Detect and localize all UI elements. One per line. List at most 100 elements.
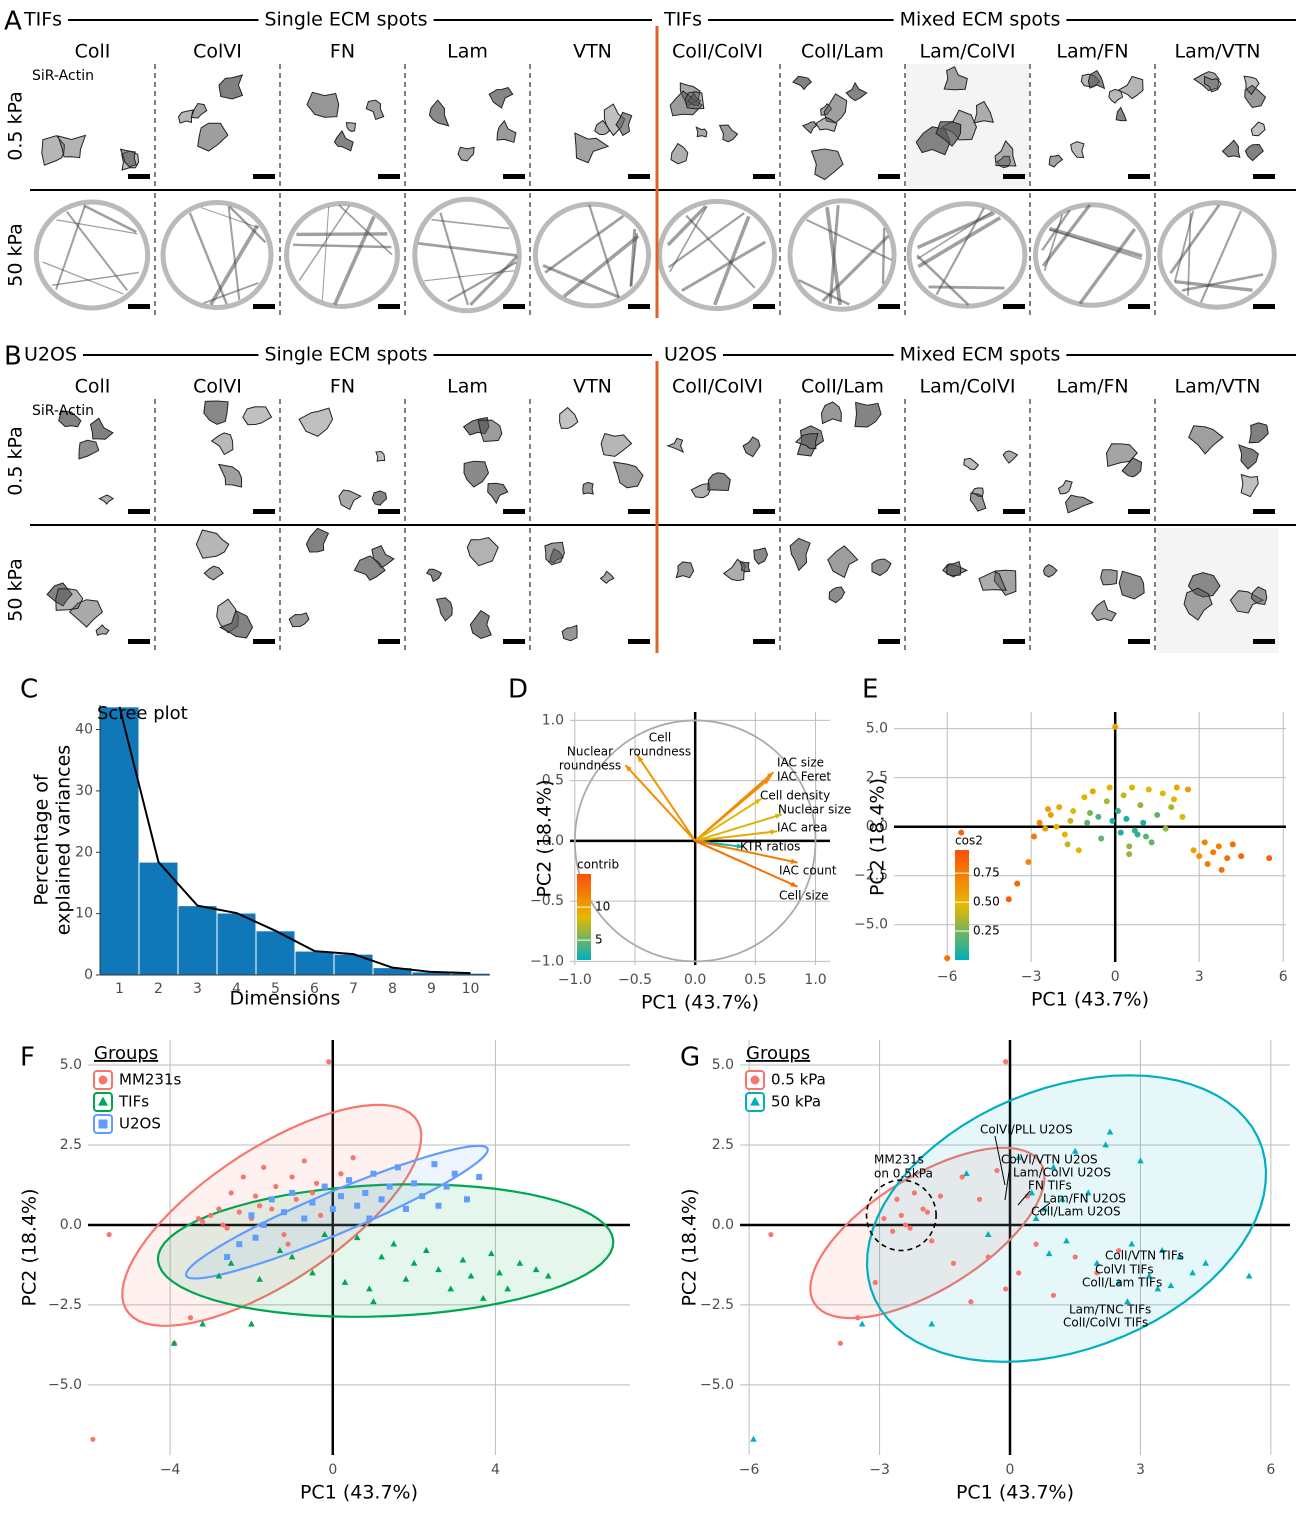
cell	[599, 570, 615, 584]
cell	[1057, 479, 1073, 495]
micrograph	[656, 64, 779, 188]
variable-label: Nuclear	[567, 745, 613, 759]
cell-ring	[657, 198, 777, 312]
y-tick-label: −2.5	[854, 868, 888, 884]
point	[1032, 1214, 1040, 1221]
cell-ring	[1033, 202, 1151, 308]
scale-bar	[753, 509, 775, 514]
fiber	[296, 232, 388, 237]
bar	[177, 905, 218, 976]
variable-label: Cell	[649, 731, 671, 745]
point	[488, 1250, 495, 1257]
point	[1061, 831, 1068, 838]
point	[394, 1164, 401, 1171]
y-tick-label: 20	[75, 844, 93, 860]
scale-bar	[378, 639, 400, 644]
section-group: U2OS	[664, 344, 717, 366]
cell	[1090, 599, 1117, 622]
plot-background	[740, 1040, 1290, 1455]
point	[1028, 1189, 1036, 1196]
row-label: 0.5 kPa	[5, 426, 27, 496]
panel-letter: D	[508, 675, 528, 705]
y-tick-label: −5.0	[854, 917, 888, 933]
scale-bar	[753, 304, 775, 309]
cell	[119, 148, 137, 168]
column-title: ColI/Lam	[801, 41, 884, 63]
point	[858, 1320, 866, 1327]
column-title: ColVI	[193, 41, 242, 63]
point	[289, 1174, 295, 1180]
point	[504, 1285, 511, 1292]
cell	[190, 102, 208, 119]
annotation: ColVI TIFs	[1095, 1263, 1154, 1277]
loading-arrow	[694, 797, 762, 842]
y-tick-label: 5.0	[60, 1057, 82, 1073]
colorbar-label: 0.25	[973, 924, 1000, 938]
annotation: ColVI/VTN U2OS	[1001, 1153, 1098, 1167]
highlight-label: MM231s	[874, 1153, 924, 1167]
point	[317, 1212, 324, 1218]
point	[301, 1215, 308, 1222]
y-axis-title: Percentage of	[31, 773, 53, 906]
scale-bar	[253, 174, 275, 179]
cell	[943, 66, 968, 91]
x-tick-label: −3	[1021, 969, 1042, 985]
y-tick-label: 1.0	[542, 712, 564, 728]
cell	[574, 132, 610, 164]
point	[200, 1219, 206, 1225]
point	[911, 1190, 917, 1196]
cell-ring	[906, 201, 1028, 309]
point	[220, 1222, 226, 1228]
micrograph	[156, 528, 279, 653]
micrograph	[1031, 64, 1154, 188]
point	[476, 1173, 483, 1180]
y-tick-label: 0.5	[542, 773, 564, 789]
point	[1215, 843, 1222, 850]
cell	[969, 492, 987, 512]
y-tick-label: −5.0	[48, 1377, 82, 1393]
arrow-head	[754, 798, 762, 805]
point	[170, 1339, 178, 1346]
x-tick-label: 0	[1111, 969, 1120, 985]
scale-bar	[1128, 304, 1150, 309]
fiber	[821, 234, 890, 303]
micrograph-background	[156, 528, 279, 653]
fiber	[469, 255, 519, 306]
point	[532, 1266, 540, 1273]
point	[276, 1246, 284, 1253]
cell	[544, 541, 565, 566]
fiber	[52, 271, 139, 286]
legend-title: Groups	[746, 1043, 810, 1064]
fiber	[629, 232, 638, 287]
point	[1093, 1259, 1101, 1266]
micrograph	[31, 528, 154, 653]
point	[329, 1205, 336, 1212]
point	[106, 1231, 112, 1238]
cell	[1240, 473, 1259, 498]
point	[1167, 1282, 1175, 1289]
cell-ring	[160, 199, 274, 311]
scale-bar	[1003, 304, 1025, 309]
scale-bar	[253, 304, 275, 309]
micrograph	[156, 399, 279, 523]
cell	[1042, 564, 1058, 578]
point	[321, 1183, 328, 1190]
column-title: ColI	[75, 41, 111, 63]
panel-letter: G	[680, 1043, 700, 1073]
scale-bar	[1128, 174, 1150, 179]
micrograph	[406, 64, 529, 188]
point	[1185, 786, 1191, 793]
point	[227, 1259, 235, 1266]
point	[1031, 833, 1037, 840]
point	[195, 1215, 202, 1222]
point	[1245, 1272, 1253, 1279]
cell	[820, 401, 842, 425]
micrograph	[781, 193, 904, 318]
cell	[1250, 586, 1268, 606]
x-tick-label: −4	[160, 1462, 181, 1478]
x-tick-label: 7	[349, 981, 358, 997]
point	[1148, 839, 1155, 846]
point	[1072, 1254, 1078, 1260]
annotation: Lam/FN U2OS	[1043, 1192, 1126, 1206]
point	[443, 1183, 450, 1190]
